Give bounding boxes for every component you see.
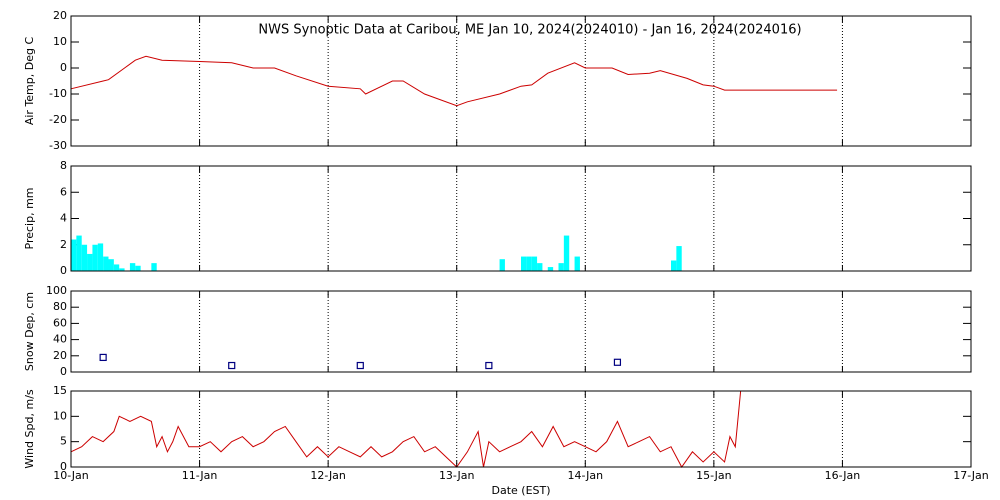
point — [99, 353, 107, 362]
point — [356, 361, 364, 370]
data-line — [70, 55, 838, 107]
bar — [521, 256, 527, 271]
y-tick-label: 5 — [60, 435, 67, 448]
y-tick-label: 10 — [53, 409, 67, 422]
bar — [87, 253, 93, 271]
y-tick-label: 15 — [53, 384, 67, 397]
y-tick-label: -20 — [49, 113, 67, 126]
bar — [531, 256, 538, 271]
x-tick-label: 13-Jan — [439, 469, 475, 482]
bar — [76, 235, 82, 271]
y-tick-label: 10 — [53, 35, 67, 48]
y-tick-label: 0 — [60, 264, 67, 277]
bar — [108, 259, 114, 271]
x-tick-label: 14-Jan — [568, 469, 604, 482]
y-tick-label: -10 — [49, 87, 67, 100]
y-tick-label: 6 — [60, 185, 67, 198]
y-tick-label: 60 — [53, 316, 67, 329]
plot-frame — [70, 390, 972, 468]
point — [485, 361, 493, 370]
bar — [537, 263, 543, 271]
x-tick-label: 16-Jan — [825, 469, 861, 482]
bar — [526, 256, 532, 271]
x-tick-label: 11-Jan — [182, 469, 218, 482]
bar — [103, 256, 109, 271]
y-tick-label: -30 — [49, 139, 67, 152]
plot-frame — [70, 165, 972, 272]
y-tick-label: 8 — [60, 159, 67, 172]
bar — [547, 267, 554, 271]
bar — [558, 263, 564, 271]
bar — [119, 268, 125, 271]
point — [613, 358, 622, 366]
x-tick-label: 12-Jan — [310, 469, 346, 482]
bar — [81, 244, 88, 271]
bar — [563, 235, 570, 271]
y-tick-label: 20 — [53, 9, 67, 22]
y-axis-label: Air Temp, Deg C — [23, 37, 36, 126]
bar — [97, 243, 104, 271]
x-tick-label: 17-Jan — [953, 469, 989, 482]
bar — [135, 265, 141, 271]
point — [228, 361, 236, 370]
bar — [499, 259, 505, 271]
y-axis-label: Precip, mm — [23, 188, 36, 250]
plot-frame — [70, 15, 972, 147]
y-tick-label: 100 — [46, 284, 67, 297]
x-tick-label: 10-Jan — [53, 469, 89, 482]
bar — [113, 264, 120, 271]
y-tick-label: 4 — [60, 212, 67, 225]
y-tick-label: 0 — [60, 460, 67, 473]
y-axis-label: Snow Dep, cm — [23, 292, 36, 371]
bar — [129, 263, 136, 271]
y-tick-label: 20 — [53, 349, 67, 362]
y-tick-label: 80 — [53, 300, 67, 313]
x-axis-label: Date (EST) — [491, 484, 550, 497]
bar — [92, 244, 98, 271]
y-tick-label: 2 — [60, 238, 67, 251]
y-tick-label: 0 — [60, 61, 67, 74]
bar — [574, 256, 580, 271]
y-tick-label: 40 — [53, 333, 67, 346]
x-tick-label: 15-Jan — [696, 469, 732, 482]
y-tick-label: 0 — [60, 365, 67, 378]
plot-frame — [70, 290, 972, 373]
bar — [671, 260, 677, 271]
chart-title: NWS Synoptic Data at Caribou, ME Jan 10,… — [258, 23, 801, 38]
data-line — [70, 390, 742, 468]
bar — [151, 263, 157, 271]
bar — [71, 239, 77, 271]
bar — [676, 246, 682, 271]
y-axis-label: Wind Spd, m/s — [23, 389, 36, 469]
